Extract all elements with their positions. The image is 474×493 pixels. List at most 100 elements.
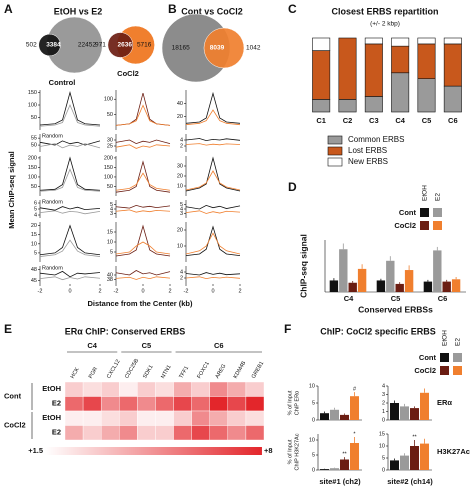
y-tick-label: 50 (107, 184, 113, 190)
x-tick-label: -2 (38, 288, 43, 294)
bar (320, 413, 329, 420)
heat-cell (155, 425, 174, 441)
bar (376, 280, 386, 292)
bar-segment (443, 37, 462, 45)
colorbar-label: +8 (264, 446, 273, 455)
legend-swatch (327, 157, 343, 167)
bar-segment (312, 99, 331, 113)
profile-line (115, 209, 171, 213)
y-tick-label: 4 (180, 206, 183, 212)
panel-label: Random (42, 133, 63, 139)
heat-cell (191, 425, 210, 441)
legend-swatch (453, 353, 462, 362)
legend-column: E2 (435, 193, 442, 201)
row-label: H3K27Ac (437, 447, 470, 456)
venn-count: 5716 (137, 42, 152, 49)
profile-line (185, 156, 241, 192)
x-axis-label: site#1 (ch2) (319, 477, 361, 486)
legend-row: Cont (399, 208, 417, 217)
y-tick-label: 2 (180, 275, 183, 281)
bar-segment (312, 50, 331, 100)
profile-line (185, 109, 241, 126)
bar (330, 468, 339, 470)
y-tick-label: 4 (180, 137, 183, 143)
y-tick-label: 20 (177, 227, 183, 233)
y-tick-label: 4 (110, 206, 113, 212)
profile-line (39, 206, 101, 211)
y-tick-label: 30 (107, 137, 113, 143)
y-tick-label: 5 (382, 455, 385, 461)
y-tick-label: 20 (177, 173, 183, 179)
column-group: C4 (87, 341, 97, 350)
heat-cell (64, 410, 84, 426)
x-tick-label: 2 (168, 288, 171, 294)
x-tick-label: C6 (448, 116, 458, 125)
heat-cell (209, 425, 229, 441)
profile-line (185, 204, 241, 210)
panel-label: Random (42, 265, 63, 271)
y-axis-label: ChIP-seq signal (298, 234, 308, 298)
y-tick-label: 150 (104, 165, 113, 171)
y-tick-label: 10 (177, 183, 183, 189)
x-tick-label: C3 (369, 116, 379, 125)
y-tick-label: 5 (312, 400, 315, 406)
y-tick-label: 4 (34, 212, 37, 218)
x-tick-label: C2 (343, 116, 353, 125)
chart-title: ChIP: CoCl2 specific ERBS (320, 326, 436, 336)
x-tick-label: 2 (98, 288, 101, 294)
row-label: EtOH (42, 384, 61, 393)
venn-count: 8039 (210, 45, 225, 52)
bar (410, 446, 419, 470)
bar (404, 270, 414, 292)
panel-letter: C (288, 2, 297, 16)
bar-segment (391, 45, 410, 74)
y-tick-label: 10 (177, 243, 183, 249)
y-tick-label: 2 (180, 143, 183, 149)
bar-segment (364, 37, 383, 45)
venn-count: 22452 (78, 42, 96, 49)
y-tick-label: 38 (107, 277, 113, 283)
column-label: GREB1 (251, 361, 266, 380)
y-tick-label: 50 (31, 115, 37, 121)
y-tick-label: 0 (382, 467, 385, 473)
venn-name: CoCl2 (117, 69, 139, 78)
heat-cell (173, 410, 192, 426)
row-label: E2 (52, 428, 61, 437)
y-tick-label: 15 (31, 232, 37, 238)
profile-line (185, 138, 241, 142)
x-tick-label: C1 (316, 116, 326, 125)
profile-line (185, 232, 241, 255)
profile-line (39, 276, 101, 281)
heat-cell (209, 396, 229, 412)
heat-cell (173, 381, 192, 397)
profile-line (115, 224, 171, 257)
bar (420, 392, 429, 420)
venn-name: Control (49, 78, 76, 87)
y-axis-label: % of Input (287, 390, 293, 415)
y-tick-label: 10 (309, 437, 315, 443)
heat-cell (137, 396, 156, 412)
x-tick-label: C5 (422, 116, 432, 125)
heat-cell (64, 381, 84, 397)
colorbar-label: +1.5 (28, 446, 43, 455)
y-tick-label: 40 (177, 101, 183, 107)
heat-cell (209, 381, 229, 397)
legend-column: E2 (455, 338, 462, 346)
x-tick-label: C4 (344, 294, 354, 303)
y-tick-label: 5 (110, 249, 113, 255)
profile-line (39, 156, 101, 191)
y-tick-label: 10 (309, 383, 315, 389)
bar (433, 250, 442, 292)
heat-cell (119, 410, 138, 426)
heat-cell (227, 396, 247, 412)
venn-count: 1042 (246, 45, 261, 52)
heat-cell (137, 381, 156, 397)
heat-cell (227, 410, 247, 426)
profile-line (115, 276, 171, 280)
column-label: SDK1 (142, 364, 154, 379)
y-tick-label: 2 (382, 400, 385, 406)
x-tick-label: C4 (395, 116, 405, 125)
column-label: AREG (215, 363, 228, 380)
y-tick-label: 4 (382, 383, 385, 389)
bar-segment (364, 96, 383, 113)
